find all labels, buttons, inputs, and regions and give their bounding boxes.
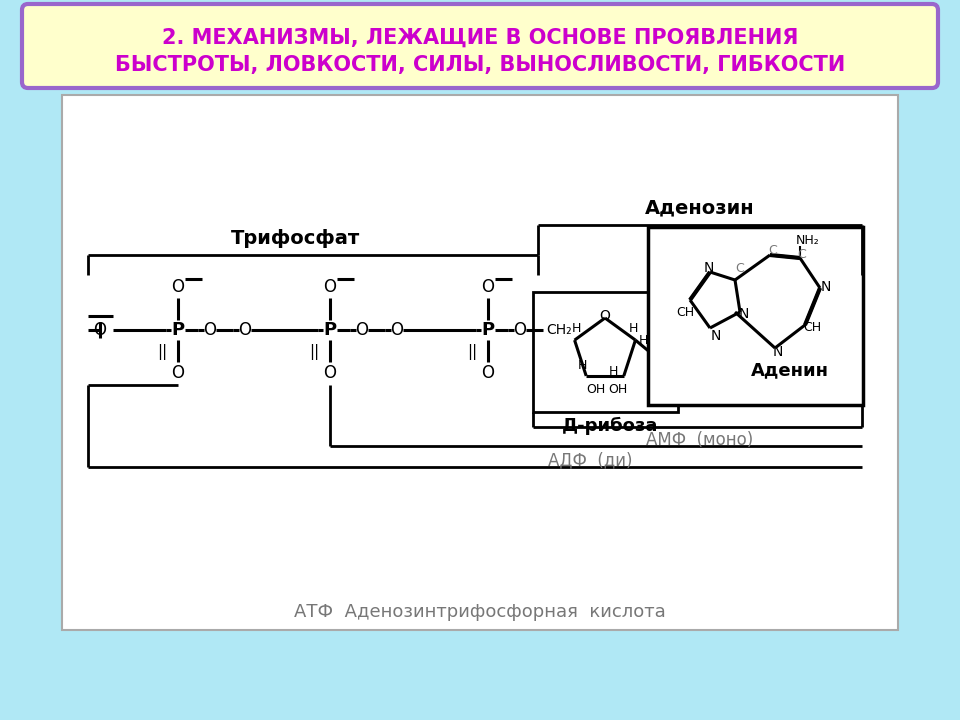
Text: O: O <box>172 278 184 296</box>
Text: CH₂: CH₂ <box>546 323 572 337</box>
Text: CH: CH <box>676 305 694 318</box>
Text: C: C <box>769 243 778 256</box>
Text: O: O <box>600 309 611 323</box>
Text: N: N <box>710 329 721 343</box>
Text: ||: || <box>309 344 319 360</box>
Text: C: C <box>735 261 744 274</box>
Bar <box>648 227 863 405</box>
Text: O: O <box>324 364 337 382</box>
Text: ||: || <box>467 344 477 360</box>
Text: H: H <box>629 322 638 335</box>
Text: H: H <box>638 333 648 346</box>
Text: P: P <box>324 321 337 339</box>
Text: N: N <box>773 345 783 359</box>
Text: CH: CH <box>803 320 821 333</box>
Text: O: O <box>93 321 107 339</box>
Text: O: O <box>514 321 526 339</box>
Text: C: C <box>798 248 806 261</box>
Text: N: N <box>704 261 714 275</box>
Text: O: O <box>324 278 337 296</box>
Text: N: N <box>821 280 831 294</box>
FancyBboxPatch shape <box>22 4 938 88</box>
Text: P: P <box>481 321 494 339</box>
Text: O: O <box>355 321 369 339</box>
Text: Аденин: Аденин <box>751 361 829 379</box>
Text: N: N <box>739 307 749 321</box>
Text: P: P <box>172 321 184 339</box>
Text: H: H <box>572 322 581 335</box>
Text: 2. МЕХАНИЗМЫ, ЛЕЖАЩИЕ В ОСНОВЕ ПРОЯВЛЕНИЯ: 2. МЕХАНИЗМЫ, ЛЕЖАЩИЕ В ОСНОВЕ ПРОЯВЛЕНИ… <box>162 28 798 48</box>
Text: O: O <box>238 321 252 339</box>
Text: O: O <box>482 278 494 296</box>
Text: Трифосфат: Трифосфат <box>230 228 360 248</box>
Text: OH: OH <box>587 383 606 397</box>
Text: NH₂: NH₂ <box>796 233 820 246</box>
Text: H: H <box>610 365 618 379</box>
Text: H: H <box>578 359 587 372</box>
Text: АМФ  (моно): АМФ (моно) <box>646 431 754 449</box>
Text: АДФ  (ди): АДФ (ди) <box>548 451 633 469</box>
Text: ||: || <box>156 344 167 360</box>
Text: O: O <box>391 321 403 339</box>
Text: Д-рибоза: Д-рибоза <box>562 417 659 435</box>
Text: O: O <box>204 321 217 339</box>
Text: O: O <box>482 364 494 382</box>
Text: OH: OH <box>609 383 628 397</box>
Text: O: O <box>172 364 184 382</box>
Text: Аденозин: Аденозин <box>645 199 755 217</box>
Bar <box>62 95 898 630</box>
Text: АТФ  Аденозинтрифосфорная  кислота: АТФ Аденозинтрифосфорная кислота <box>294 603 666 621</box>
Text: БЫСТРОТЫ, ЛОВКОСТИ, СИЛЫ, ВЫНОСЛИВОСТИ, ГИБКОСТИ: БЫСТРОТЫ, ЛОВКОСТИ, СИЛЫ, ВЫНОСЛИВОСТИ, … <box>115 55 845 75</box>
Bar <box>533 292 678 412</box>
